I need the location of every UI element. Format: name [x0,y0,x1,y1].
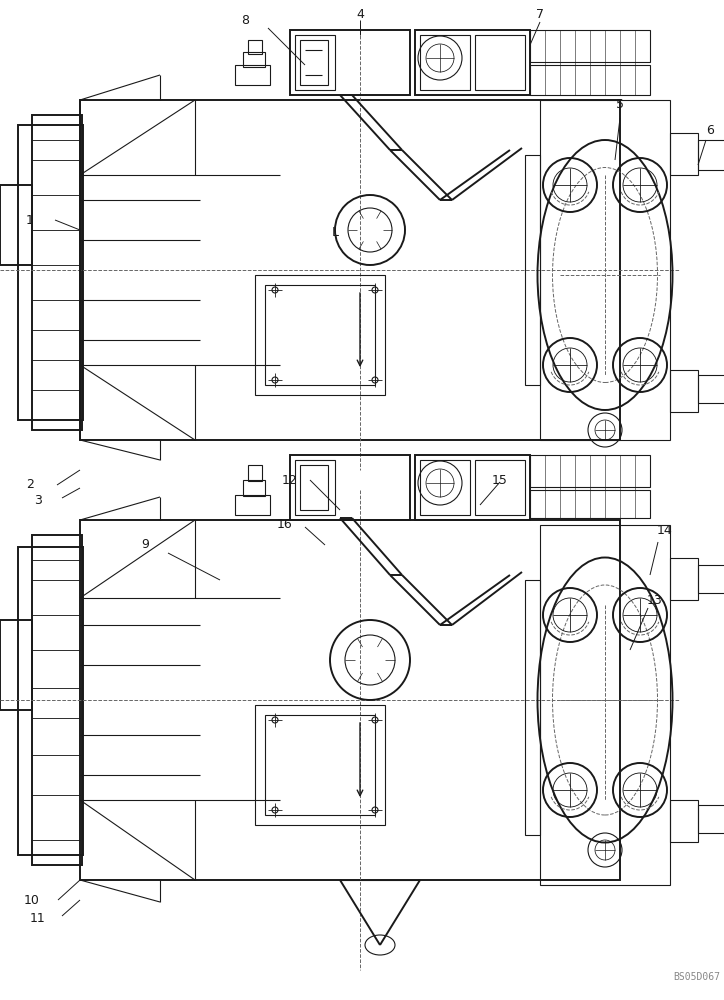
Bar [420,35,470,90]
Bar [80,100,620,440]
Bar [295,460,335,515]
Bar [243,480,265,496]
Text: 12: 12 [282,474,298,487]
Bar [235,65,270,85]
Text: 15: 15 [492,474,508,487]
Bar [698,805,724,833]
Bar [540,525,670,885]
Bar [290,30,410,95]
Text: 14: 14 [657,524,673,536]
Bar [255,275,385,395]
Bar [243,52,265,67]
Text: 9: 9 [141,538,149,552]
Bar [0,185,32,265]
Text: 8: 8 [241,13,249,26]
Bar [255,705,385,825]
Bar [290,455,410,520]
Text: BS05D067: BS05D067 [673,972,720,982]
Text: L: L [332,227,339,239]
Bar [248,465,262,481]
Bar [265,285,375,385]
Bar [530,490,650,518]
Bar [475,460,525,515]
Text: 13: 13 [647,593,663,606]
Bar [670,133,698,175]
Bar [698,140,724,170]
Bar [18,547,83,855]
Text: 6: 6 [706,123,714,136]
Text: 3: 3 [34,493,42,506]
Bar [415,455,530,520]
Bar [525,155,540,385]
Text: 16: 16 [277,518,293,532]
Bar [300,465,328,510]
Bar [18,125,83,420]
Bar [420,460,470,515]
Bar [80,520,620,880]
Text: 11: 11 [30,912,46,924]
Bar [530,30,650,62]
Text: 10: 10 [24,894,40,906]
Bar [32,115,82,430]
Bar [525,580,540,835]
Bar [295,35,335,90]
Bar [670,370,698,412]
Bar [475,35,525,90]
Text: 7: 7 [536,8,544,21]
Bar [265,715,375,815]
Text: 4: 4 [356,8,364,21]
Bar [530,65,650,95]
Bar [248,40,262,54]
Text: 2: 2 [26,479,34,491]
Bar [698,375,724,403]
Bar [415,30,530,95]
Bar [300,40,328,85]
Bar [32,535,82,865]
Bar [0,620,32,710]
Bar [540,100,670,440]
Bar [698,565,724,593]
Bar [530,455,650,487]
Bar [670,558,698,600]
Text: 5: 5 [616,99,624,111]
Bar [670,800,698,842]
Bar [235,495,270,515]
Text: 1: 1 [26,214,34,227]
